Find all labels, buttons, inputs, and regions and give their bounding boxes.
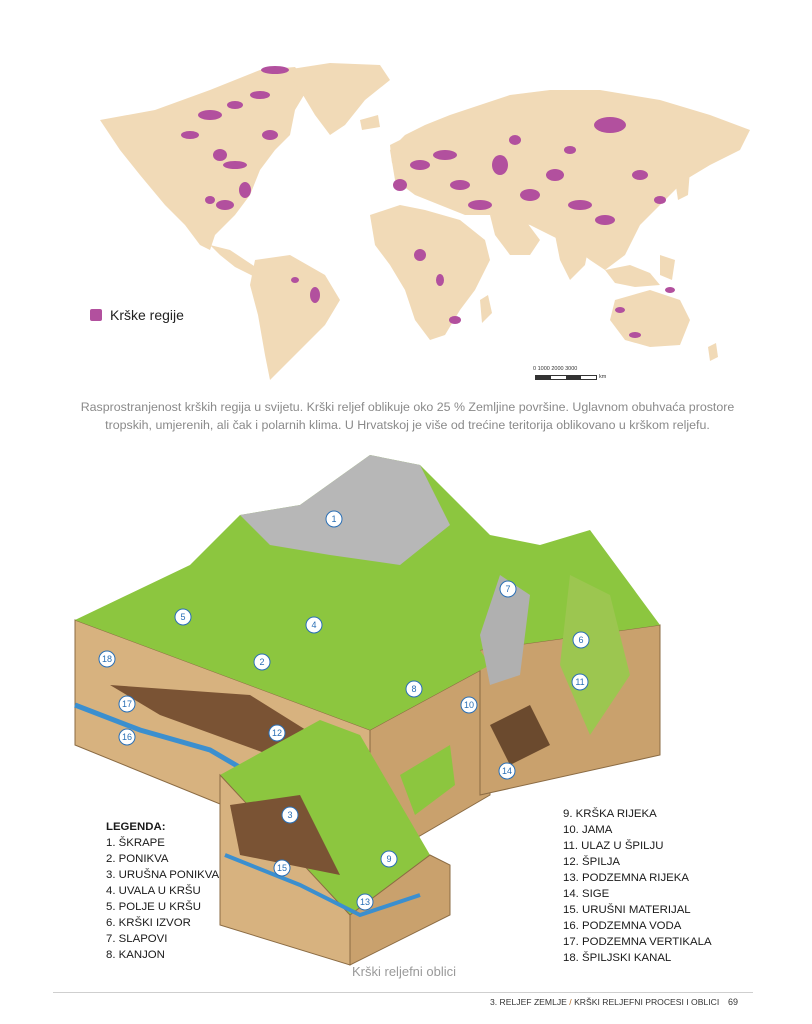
legend-item: 1. ŠKRAPE bbox=[106, 837, 165, 849]
legend-item: 9. KRŠKA RIJEKA bbox=[563, 808, 657, 820]
legend-item: 18. ŠPILJSKI KANAL bbox=[563, 952, 672, 964]
svg-text:1: 1 bbox=[331, 514, 336, 524]
footer-chapter: 3. RELJEF ZEMLJE bbox=[490, 997, 567, 1007]
svg-text:8: 8 bbox=[411, 684, 416, 694]
marker-14: 14 bbox=[498, 762, 516, 780]
scale-unit: km bbox=[599, 374, 607, 380]
legend-item: 7. SLAPOVI bbox=[106, 933, 168, 945]
scale-bar: 0 1000 2000 3000 km bbox=[533, 366, 613, 388]
land-masses bbox=[100, 63, 750, 380]
footer-separator: / bbox=[569, 997, 572, 1007]
marker-9: 9 bbox=[380, 850, 398, 868]
svg-text:12: 12 bbox=[272, 728, 282, 738]
world-karst-map bbox=[100, 63, 750, 380]
legend-item: 8. KANJON bbox=[106, 949, 165, 961]
svg-text:9: 9 bbox=[386, 854, 391, 864]
legend-item: 12. ŠPILJA bbox=[563, 856, 620, 868]
page-number: 69 bbox=[728, 997, 739, 1007]
marker-6: 6 bbox=[572, 631, 590, 649]
svg-text:5: 5 bbox=[180, 612, 185, 622]
legend-item: 5. POLJE U KRŠU bbox=[106, 901, 201, 913]
map-caption: Rasprostranjenost krških regija u svijet… bbox=[80, 400, 735, 432]
scale-ticks: 0 1000 2000 3000 bbox=[533, 366, 578, 372]
marker-11: 11 bbox=[571, 673, 589, 691]
legend-item: 6. KRŠKI IZVOR bbox=[106, 917, 191, 929]
scale-bar-graphic bbox=[535, 375, 597, 380]
legend-item: 14. SIGE bbox=[563, 888, 610, 900]
svg-text:11: 11 bbox=[575, 677, 584, 687]
marker-15: 15 bbox=[273, 859, 291, 877]
svg-text:2: 2 bbox=[259, 657, 264, 667]
map-legend-label: Krške regije bbox=[110, 307, 184, 323]
svg-text:14: 14 bbox=[502, 766, 512, 776]
marker-3: 3 bbox=[281, 806, 299, 824]
legend-right: 9. KRŠKA RIJEKA 10. JAMA 11. ULAZ U ŠPIL… bbox=[563, 806, 712, 966]
svg-text:4: 4 bbox=[311, 620, 316, 630]
legend-left: LEGENDA: 1. ŠKRAPE 2. PONIKVA 3. URUŠNA … bbox=[106, 819, 219, 963]
legend-item: 13. PODZEMNA RIJEKA bbox=[563, 872, 689, 884]
svg-text:18: 18 bbox=[102, 654, 112, 664]
svg-text:10: 10 bbox=[464, 700, 474, 710]
karst-swatch bbox=[90, 309, 102, 321]
marker-7: 7 bbox=[499, 580, 517, 598]
marker-2: 2 bbox=[253, 653, 271, 671]
legend-item: 11. ULAZ U ŠPILJU bbox=[563, 840, 664, 852]
marker-16: 16 bbox=[118, 728, 136, 746]
illustration-caption: Krški reljefni oblici bbox=[352, 964, 457, 979]
marker-1: 1 bbox=[325, 510, 343, 528]
marker-13: 13 bbox=[356, 893, 374, 911]
footer-section: KRŠKI RELJEFNI PROCESI I OBLICI bbox=[574, 997, 720, 1007]
legend-item: 17. PODZEMNA VERTIKALA bbox=[563, 936, 712, 948]
legend-title: LEGENDA: bbox=[106, 821, 166, 833]
svg-text:13: 13 bbox=[360, 897, 370, 907]
footer-divider bbox=[53, 992, 753, 993]
running-footer: 3. RELJEF ZEMLJE / KRŠKI RELJEFNI PROCES… bbox=[490, 997, 719, 1007]
marker-18: 18 bbox=[98, 650, 116, 668]
svg-text:6: 6 bbox=[578, 635, 583, 645]
karst-regions bbox=[181, 66, 675, 338]
marker-5: 5 bbox=[174, 608, 192, 626]
marker-12: 12 bbox=[268, 724, 286, 742]
karst-block-diagram: 1 2 3 4 5 6 7 8 9 10 11 12 13 14 15 16 1… bbox=[74, 455, 661, 966]
svg-text:15: 15 bbox=[277, 863, 287, 873]
legend-item: 2. PONIKVA bbox=[106, 853, 169, 865]
legend-item: 4. UVALA U KRŠU bbox=[106, 885, 201, 897]
marker-4: 4 bbox=[305, 616, 323, 634]
marker-10: 10 bbox=[460, 696, 478, 714]
legend-item: 3. URUŠNA PONIKVA bbox=[106, 869, 220, 881]
svg-text:16: 16 bbox=[122, 732, 132, 742]
legend-item: 10. JAMA bbox=[563, 824, 613, 836]
svg-text:17: 17 bbox=[122, 699, 132, 709]
svg-text:7: 7 bbox=[505, 584, 510, 594]
map-legend: Krške regije bbox=[90, 307, 184, 323]
marker-17: 17 bbox=[118, 695, 136, 713]
legend-item: 15. URUŠNI MATERIJAL bbox=[563, 904, 691, 916]
legend-item: 16. PODZEMNA VODA bbox=[563, 920, 682, 932]
diagram-markers: 1 2 3 4 5 6 7 8 9 10 11 12 13 14 15 16 1… bbox=[98, 510, 590, 911]
svg-text:3: 3 bbox=[287, 810, 292, 820]
marker-8: 8 bbox=[405, 680, 423, 698]
